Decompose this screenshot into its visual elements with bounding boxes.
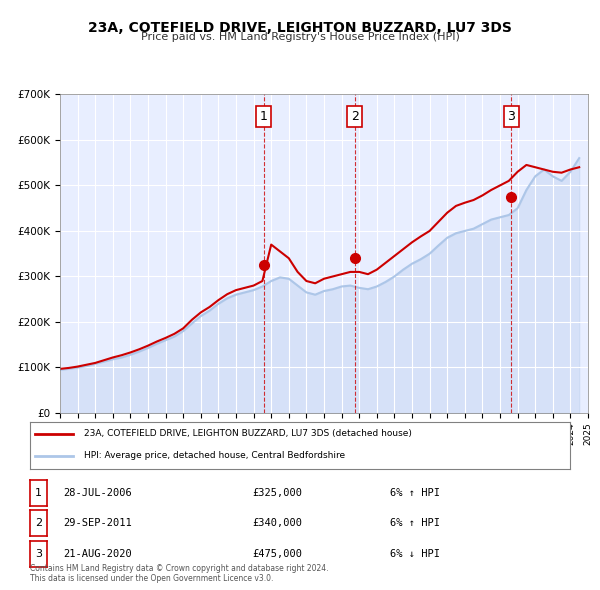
Text: 1: 1	[260, 110, 268, 123]
Text: Price paid vs. HM Land Registry's House Price Index (HPI): Price paid vs. HM Land Registry's House …	[140, 32, 460, 42]
Text: 6% ↑ HPI: 6% ↑ HPI	[390, 518, 440, 528]
Text: 1: 1	[35, 487, 42, 497]
Text: HPI: Average price, detached house, Central Bedfordshire: HPI: Average price, detached house, Cent…	[84, 451, 345, 460]
Text: 3: 3	[35, 549, 42, 559]
Text: Contains HM Land Registry data © Crown copyright and database right 2024.
This d: Contains HM Land Registry data © Crown c…	[30, 563, 329, 583]
Text: 23A, COTEFIELD DRIVE, LEIGHTON BUZZARD, LU7 3DS (detached house): 23A, COTEFIELD DRIVE, LEIGHTON BUZZARD, …	[84, 429, 412, 438]
Text: £325,000: £325,000	[252, 487, 302, 497]
Text: 23A, COTEFIELD DRIVE, LEIGHTON BUZZARD, LU7 3DS: 23A, COTEFIELD DRIVE, LEIGHTON BUZZARD, …	[88, 21, 512, 35]
Text: £340,000: £340,000	[252, 518, 302, 528]
Text: 2: 2	[35, 518, 42, 528]
Text: 29-SEP-2011: 29-SEP-2011	[63, 518, 132, 528]
Text: 3: 3	[508, 110, 515, 123]
Text: 2: 2	[351, 110, 359, 123]
Text: £475,000: £475,000	[252, 549, 302, 559]
Text: 6% ↑ HPI: 6% ↑ HPI	[390, 487, 440, 497]
Text: 28-JUL-2006: 28-JUL-2006	[63, 487, 132, 497]
Text: 21-AUG-2020: 21-AUG-2020	[63, 549, 132, 559]
Text: 6% ↓ HPI: 6% ↓ HPI	[390, 549, 440, 559]
